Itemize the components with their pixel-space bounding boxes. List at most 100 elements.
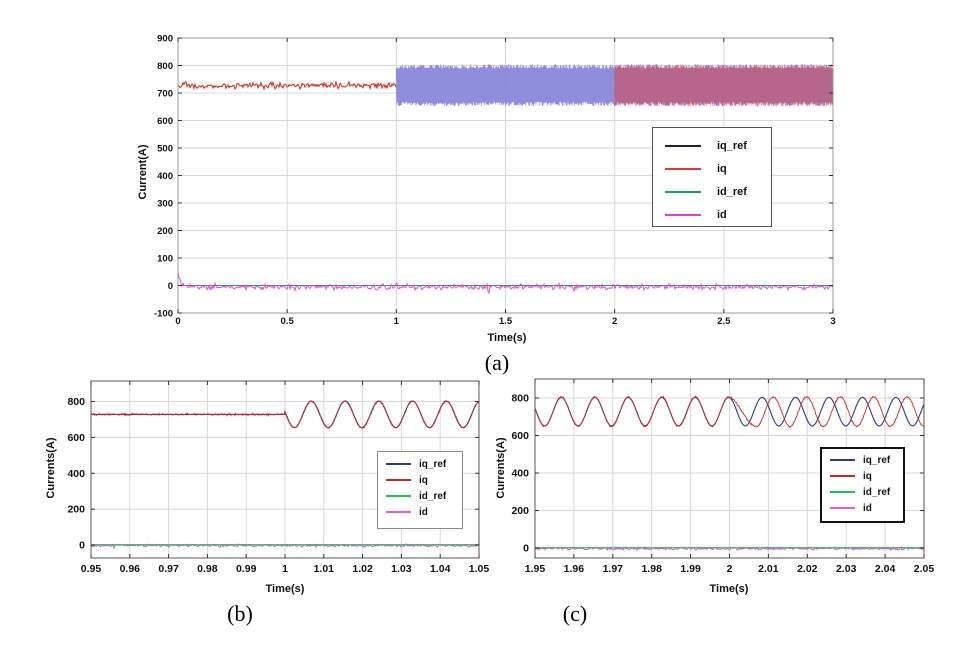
legend-line-id-ref-icon (665, 190, 701, 193)
x-tick-label: 0.95 (81, 563, 102, 575)
x-tick-label: 1.02 (352, 563, 373, 575)
y-tick-label: -100 (154, 309, 173, 320)
legend-a-entry-iq-ref: iq_ref (653, 134, 771, 157)
legend-line-iq-ref-icon (830, 459, 855, 461)
x-tick-label: 1.98 (641, 563, 662, 575)
y-tick-label: 800 (157, 61, 173, 72)
legend-a-label-id: id (717, 208, 727, 221)
legend-line-id-ref-icon (830, 491, 855, 493)
y-axis-label-c: Currents(A) (495, 437, 507, 499)
legend-a-label-iq-ref: iq_ref (717, 139, 747, 152)
legend-b-entry-iq: iq (378, 472, 462, 488)
x-tick-label: 3 (830, 316, 835, 327)
legend-c-label-iq: iq (863, 470, 872, 482)
x-tick-label: 0.99 (236, 563, 257, 575)
legend-c: iq_ref iq id_ref id (820, 447, 905, 523)
legend-b-label-id-ref: id_ref (419, 490, 447, 502)
x-tick-label: 1.5 (499, 316, 513, 327)
series-id-b (90, 542, 480, 550)
legend-a: iq_ref iq id_ref id (652, 127, 772, 227)
y-tick-label: 300 (157, 199, 173, 210)
y-tick-label: 600 (511, 430, 529, 442)
legend-c-label-id-ref: id_ref (863, 486, 891, 498)
legend-a-label-iq: iq (717, 162, 727, 175)
x-tick-label: 2.03 (836, 563, 857, 575)
series-id-c (534, 545, 925, 552)
x-axis-label-b: Time(s) (265, 583, 305, 595)
legend-line-id-icon (665, 213, 701, 216)
caption-c: (c) (562, 601, 588, 626)
legend-line-iq-ref-icon (386, 463, 411, 465)
legend-c-label-id: id (863, 502, 872, 514)
y-tick-label: 0 (79, 540, 85, 552)
series-id-a (177, 271, 834, 295)
y-axis-label-b: Currents(A) (45, 437, 57, 499)
x-tick-label: 2.01 (758, 563, 779, 575)
y-tick-label: 900 (157, 34, 173, 45)
series-iq-c (534, 395, 925, 428)
x-tick-label: 1.04 (430, 563, 451, 575)
y-tick-label: 200 (157, 226, 173, 237)
x-tick-label: 0 (175, 316, 180, 327)
y-tick-label: 400 (67, 468, 85, 480)
y-tick-label: 400 (157, 171, 173, 182)
legend-line-iq-icon (830, 475, 855, 477)
y-tick-label: 500 (157, 144, 173, 155)
y-tick-label: 600 (67, 432, 85, 444)
x-tick-label: 1.99 (680, 563, 701, 575)
x-tick-label: 1.03 (391, 563, 412, 575)
x-axis-label-a: Time(s) (487, 332, 527, 344)
y-tick-label: 0 (168, 281, 173, 292)
y-tick-label: 200 (67, 504, 85, 516)
legend-b: iq_ref iq id_ref id (377, 451, 463, 529)
y-axis-label-a: Current(A) (137, 144, 149, 200)
legend-b-entry-iq-ref: iq_ref (378, 456, 462, 472)
x-tick-label: 1.95 (525, 563, 546, 575)
series-iq_ref-c (534, 396, 925, 427)
y-tick-label: 400 (511, 468, 529, 480)
x-tick-label: 0.98 (197, 563, 218, 575)
legend-b-entry-id-ref: id_ref (378, 488, 462, 504)
x-tick-label: 2 (727, 563, 733, 575)
legend-c-entry-id-ref: id_ref (822, 484, 903, 500)
legend-b-entry-id: id (378, 504, 462, 520)
legend-line-iq-ref-icon (665, 144, 701, 147)
series-iq-a (178, 80, 397, 91)
x-tick-label: 2 (612, 316, 617, 327)
legend-line-id-ref-icon (386, 495, 411, 497)
series-iq-a (614, 64, 834, 107)
caption-b: (b) (227, 601, 253, 626)
x-tick-label: 0.97 (158, 563, 179, 575)
legend-c-label-iq-ref: iq_ref (863, 454, 891, 466)
legend-b-label-id: id (419, 506, 428, 518)
x-tick-label: 1.96 (564, 563, 585, 575)
x-tick-label: 1.05 (469, 563, 490, 575)
x-tick-label: 1 (394, 316, 400, 327)
legend-line-iq-icon (665, 167, 701, 170)
y-tick-label: 700 (157, 89, 173, 100)
legend-b-label-iq-ref: iq_ref (419, 458, 447, 470)
legend-c-entry-iq: iq (822, 468, 903, 484)
x-tick-label: 2.02 (797, 563, 818, 575)
legend-a-label-id-ref: id_ref (717, 185, 747, 198)
legend-a-entry-iq: iq (653, 157, 771, 180)
x-tick-label: 1 (282, 563, 288, 575)
series-iq_ref-b (91, 400, 480, 429)
legend-c-entry-id: id (822, 500, 903, 516)
series-iq-b (90, 400, 480, 429)
legend-line-iq-icon (386, 479, 411, 481)
legend-a-entry-id: id (653, 203, 771, 226)
x-tick-label: 2.04 (875, 563, 896, 575)
y-tick-label: 600 (157, 116, 173, 127)
x-tick-label: 2.5 (717, 316, 731, 327)
y-tick-label: 0 (523, 543, 529, 555)
caption-a: (a) (484, 350, 510, 375)
x-tick-label: 1.97 (603, 563, 624, 575)
y-tick-label: 800 (511, 392, 529, 404)
x-tick-label: 1.01 (314, 563, 335, 575)
series-iq_ref-a (395, 64, 834, 107)
y-tick-label: 200 (511, 505, 529, 517)
legend-b-label-iq: iq (419, 474, 428, 486)
